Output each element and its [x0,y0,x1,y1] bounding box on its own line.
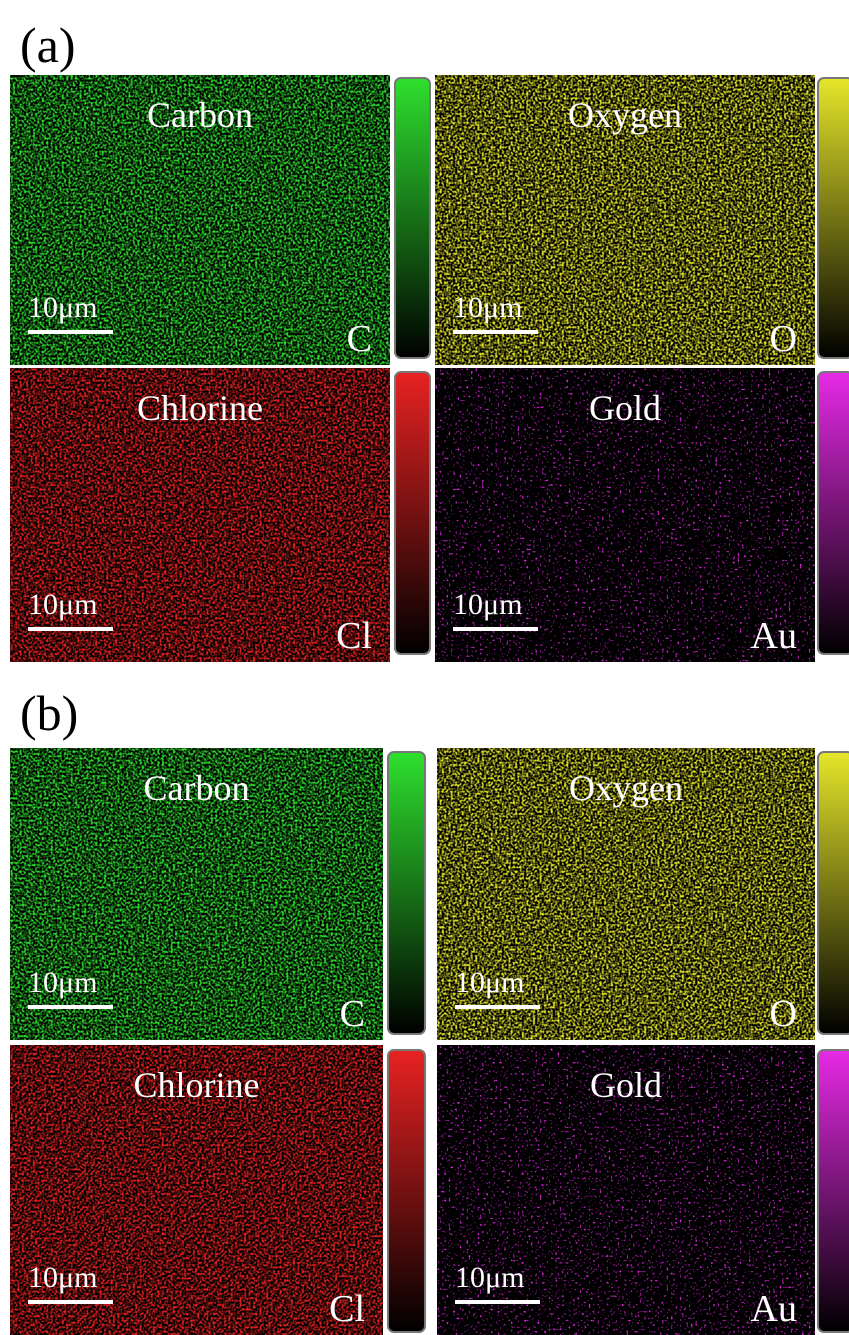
map-title: Chlorine [137,388,263,428]
element-map: Chlorine Cl 10μm [10,1045,426,1335]
map-title: Gold [590,1065,662,1105]
element-map: Carbon C 10μm [10,748,426,1040]
map-noise [10,368,390,662]
element-map: Gold Au 10μm [437,1045,849,1335]
color-bar [817,1049,849,1333]
scale-bar [455,1005,540,1009]
color-bar [817,751,849,1035]
panel-label: (a) [20,17,76,73]
scale-bar [455,1300,540,1304]
color-bar [387,751,426,1035]
element-map: Oxygen O 10μm [435,75,849,365]
map-noise [10,75,390,365]
map-title: Carbon [144,768,250,808]
element-map: Gold Au 10μm [435,368,849,662]
scale-label: 10μm [28,291,97,324]
color-bar [394,371,431,655]
map-noise [437,748,815,1040]
map-title: Chlorine [134,1065,260,1105]
scale-bar [28,1005,113,1009]
scale-bar [28,627,113,631]
color-bar [817,77,849,359]
element-map: Oxygen O 10μm [437,748,849,1040]
scale-label: 10μm [28,966,97,999]
map-noise [435,368,815,662]
map-noise [10,748,383,1040]
scale-label: 10μm [28,1261,97,1294]
color-bar [387,1049,426,1333]
element-symbol: Au [751,615,797,657]
scale-bar [453,330,538,334]
map-noise [10,1045,383,1335]
scale-bar [453,627,538,631]
scale-label: 10μm [28,588,97,621]
color-bar [394,77,431,359]
map-noise [437,1045,815,1335]
element-symbol: Au [751,1288,797,1330]
element-symbol: C [347,318,372,360]
color-bar [817,371,849,655]
scale-label: 10μm [453,588,522,621]
element-symbol: Cl [329,1288,365,1330]
element-map: Chlorine Cl 10μm [10,368,431,662]
map-title: Oxygen [568,95,682,135]
scale-bar [28,330,113,334]
element-symbol: Cl [336,615,372,657]
map-title: Oxygen [569,768,683,808]
map-noise [435,75,815,365]
map-title: Carbon [147,95,253,135]
element-symbol: C [340,993,365,1035]
panel-label: (b) [20,685,78,741]
map-title: Gold [589,388,661,428]
scale-label: 10μm [453,291,522,324]
scale-label: 10μm [455,966,524,999]
scale-label: 10μm [455,1261,524,1294]
element-symbol: O [770,318,797,360]
element-map: Carbon C 10μm [10,75,431,365]
element-symbol: O [770,993,797,1035]
scale-bar [28,1300,113,1304]
